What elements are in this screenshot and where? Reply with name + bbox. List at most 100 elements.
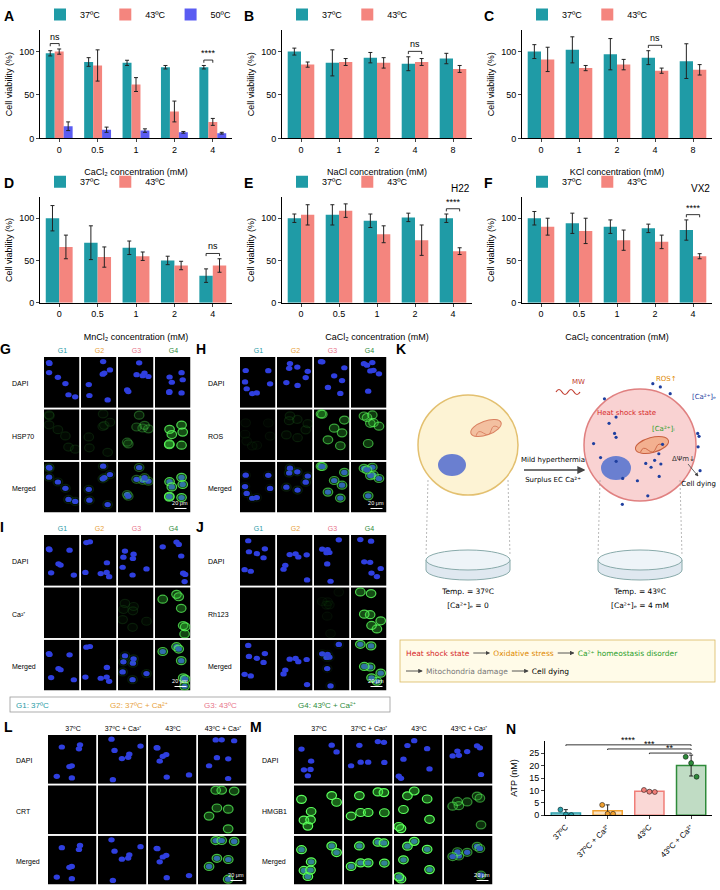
svg-text:50: 50 <box>266 90 276 100</box>
svg-text:Cell viability (%): Cell viability (%) <box>246 52 256 116</box>
svg-text:[Ca²⁺]ₑ = 0: [Ca²⁺]ₑ = 0 <box>447 601 489 610</box>
svg-text:MW: MW <box>572 378 585 386</box>
svg-text:0: 0 <box>271 298 276 308</box>
svg-text:0: 0 <box>57 145 62 155</box>
svg-text:20 μm: 20 μm <box>172 679 188 685</box>
svg-text:4: 4 <box>210 309 215 319</box>
svg-text:37ºC + Ca²⁺: 37ºC + Ca²⁺ <box>351 725 389 732</box>
svg-text:Ca²⁺: Ca²⁺ <box>12 611 26 618</box>
svg-text:Oxidative stress: Oxidative stress <box>493 649 554 658</box>
svg-text:0: 0 <box>298 145 303 155</box>
svg-text:100: 100 <box>19 47 34 57</box>
svg-text:1: 1 <box>614 309 619 319</box>
svg-text:E: E <box>244 175 253 191</box>
svg-text:20 μm: 20 μm <box>368 501 384 507</box>
svg-text:0: 0 <box>29 298 34 308</box>
svg-text:50: 50 <box>506 256 516 266</box>
svg-text:0: 0 <box>511 298 516 308</box>
svg-text:20: 20 <box>529 761 539 771</box>
svg-text:0.5: 0.5 <box>91 145 104 155</box>
svg-text:K: K <box>396 341 406 357</box>
svg-text:0: 0 <box>271 134 276 144</box>
svg-text:G3: G3 <box>328 525 337 532</box>
svg-text:Temp. = 37ºC: Temp. = 37ºC <box>441 587 494 596</box>
svg-text:0.5: 0.5 <box>573 309 586 319</box>
svg-text:***: *** <box>644 739 655 749</box>
svg-text:50: 50 <box>266 256 276 266</box>
svg-text:43ºC: 43ºC <box>411 725 426 732</box>
svg-text:CaCl₂ concentration (mM): CaCl₂ concentration (mM) <box>565 332 669 342</box>
svg-text:0.5: 0.5 <box>333 309 346 319</box>
svg-text:G3: G3 <box>132 525 141 532</box>
svg-text:G4: G4 <box>169 347 178 354</box>
svg-text:43ºC: 43ºC <box>165 725 180 732</box>
svg-text:Cell dying: Cell dying <box>681 480 716 488</box>
svg-text:G2: G2 <box>291 347 300 354</box>
svg-text:ATP (nM): ATP (nM) <box>509 759 519 797</box>
svg-text:37ºC: 37ºC <box>562 10 582 20</box>
svg-text:I: I <box>0 519 4 535</box>
svg-text:NaCl concentration (mM): NaCl concentration (mM) <box>327 167 427 177</box>
svg-text:50: 50 <box>24 256 34 266</box>
svg-text:HSP70: HSP70 <box>12 433 34 440</box>
svg-text:37ºC: 37ºC <box>551 823 570 842</box>
svg-text:G4: G4 <box>365 525 374 532</box>
svg-text:Merged: Merged <box>208 485 232 493</box>
svg-text:Merged: Merged <box>262 858 286 866</box>
svg-text:43ºC: 43ºC <box>145 10 165 20</box>
svg-text:37ºC: 37ºC <box>65 725 80 732</box>
svg-text:CaCl₂ concentration (mM): CaCl₂ concentration (mM) <box>325 332 429 342</box>
svg-text:G3: G3 <box>132 347 141 354</box>
svg-text:ROS: ROS <box>208 433 224 440</box>
svg-text:Cell dying: Cell dying <box>532 667 569 676</box>
svg-text:ΔΨm↓: ΔΨm↓ <box>672 455 695 463</box>
svg-text:20 μm: 20 μm <box>228 873 244 879</box>
svg-text:Mild hyperthermia: Mild hyperthermia <box>521 456 585 464</box>
svg-text:37ºC: 37ºC <box>562 177 582 187</box>
svg-text:Cell viability (%): Cell viability (%) <box>486 218 496 282</box>
svg-text:G2: G2 <box>95 525 104 532</box>
svg-text:MnCl₂ concentration (mM): MnCl₂ concentration (mM) <box>84 332 189 342</box>
svg-text:43ºC + Ca²⁺: 43ºC + Ca²⁺ <box>659 823 695 859</box>
svg-text:[Ca²⁺]ₑ = 4 mM: [Ca²⁺]ₑ = 4 mM <box>611 601 669 610</box>
svg-text:**: ** <box>666 743 674 753</box>
svg-text:H22: H22 <box>451 183 470 194</box>
svg-text:DAPI: DAPI <box>12 380 28 387</box>
svg-text:Heat shock state: Heat shock state <box>597 409 656 417</box>
svg-text:Cell viability (%): Cell viability (%) <box>4 218 14 282</box>
svg-text:0: 0 <box>298 309 303 319</box>
svg-text:20 μm: 20 μm <box>172 501 188 507</box>
svg-text:0: 0 <box>538 145 543 155</box>
svg-text:10: 10 <box>529 786 539 796</box>
svg-text:2: 2 <box>412 309 417 319</box>
svg-text:Heat shock state: Heat shock state <box>406 649 470 658</box>
svg-text:4: 4 <box>210 145 215 155</box>
svg-text:CRT: CRT <box>16 808 31 815</box>
svg-text:ns: ns <box>410 39 420 49</box>
svg-text:43ºC + Ca²⁺: 43ºC + Ca²⁺ <box>205 725 243 732</box>
svg-text:8: 8 <box>690 145 695 155</box>
svg-text:20 μm: 20 μm <box>368 679 384 685</box>
svg-text:DAPI: DAPI <box>16 757 32 764</box>
svg-text:G1: 37ºC: G1: 37ºC <box>16 701 49 710</box>
svg-text:Merged: Merged <box>208 663 232 671</box>
svg-text:G1: G1 <box>58 525 67 532</box>
svg-text:G2: G2 <box>291 525 300 532</box>
svg-text:G4: 43ºC + Ca²⁺: G4: 43ºC + Ca²⁺ <box>298 701 356 710</box>
svg-text:4: 4 <box>690 309 695 319</box>
svg-text:G2: G2 <box>95 347 104 354</box>
svg-text:1: 1 <box>336 145 341 155</box>
svg-text:43ºC: 43ºC <box>145 177 165 187</box>
svg-text:0: 0 <box>57 309 62 319</box>
svg-text:DAPI: DAPI <box>208 380 224 387</box>
svg-text:43ºC: 43ºC <box>387 177 407 187</box>
svg-text:G: G <box>0 341 11 357</box>
svg-text:G1: G1 <box>58 347 67 354</box>
svg-text:A: A <box>4 8 14 24</box>
svg-text:G3: 43ºC: G3: 43ºC <box>204 701 237 710</box>
svg-text:50ºC: 50ºC <box>211 10 231 20</box>
svg-text:C: C <box>484 8 494 24</box>
svg-text:25: 25 <box>529 748 539 758</box>
svg-text:Merged: Merged <box>12 485 36 493</box>
svg-text:J: J <box>196 519 204 535</box>
